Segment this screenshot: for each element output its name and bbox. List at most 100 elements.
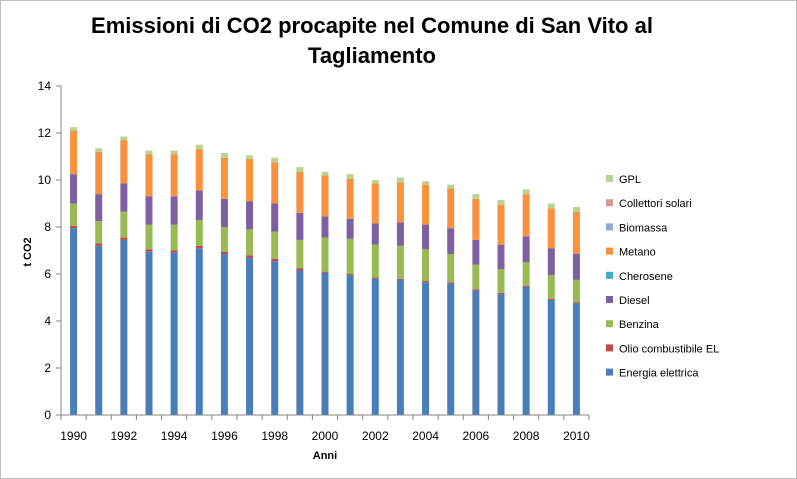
bar-segment: [220, 198, 228, 227]
bar-segment: [120, 239, 128, 415]
bar-segment: [170, 150, 178, 155]
x-tick-label: 1996: [211, 429, 238, 443]
bar-segment: [296, 212, 304, 240]
bar-segment: [271, 231, 279, 259]
bar-segment: [396, 182, 404, 223]
bar-segment: [472, 264, 480, 290]
x-tick-label: 2010: [563, 429, 590, 443]
bar-segment: [170, 196, 178, 225]
bar-segment: [321, 271, 329, 273]
bar-segment: [346, 274, 354, 276]
bar-segment: [296, 268, 304, 271]
legend-label: Benzina: [619, 319, 660, 331]
bar-segment: [371, 180, 379, 184]
legend-label: Collettori solari: [619, 198, 692, 210]
bar-segment: [346, 174, 354, 179]
x-tick-label: 1994: [161, 429, 188, 443]
bar-segment: [497, 293, 505, 415]
bar-segment: [547, 203, 555, 209]
bar-segment: [447, 282, 455, 284]
x-tick-label: 2000: [312, 429, 339, 443]
y-tick-label: 0: [44, 408, 51, 422]
bar-segment: [145, 224, 153, 250]
y-tick-label: 12: [38, 126, 52, 140]
bar-segment: [95, 243, 103, 246]
bar-segment: [95, 221, 103, 244]
bar-segment: [246, 255, 254, 258]
bar-segment: [70, 228, 78, 415]
bar-segment: [522, 194, 530, 237]
bar-segment: [321, 216, 329, 238]
bar-segment: [195, 144, 203, 150]
x-tick-label: 1998: [261, 429, 288, 443]
bar-segment: [422, 249, 430, 282]
bar-segment: [346, 275, 354, 415]
bar-segment: [497, 204, 505, 245]
bar-segment: [246, 201, 254, 230]
bar-segment: [547, 299, 555, 415]
x-tick-label: 1990: [60, 429, 87, 443]
y-axis-label: t CO2: [22, 237, 34, 266]
bar-segment: [371, 183, 379, 224]
bar-segment: [246, 155, 254, 159]
bar-segment: [296, 171, 304, 213]
bar-segment: [296, 270, 304, 415]
bar-segment: [195, 219, 203, 246]
legend-swatch: [606, 320, 613, 328]
bar-segment: [447, 228, 455, 255]
bar-segment: [346, 218, 354, 239]
bar-segment: [447, 254, 455, 283]
legend-swatch: [606, 271, 613, 279]
bar-segment: [296, 239, 304, 269]
bar-segment: [120, 237, 128, 240]
y-tick-label: 4: [44, 314, 51, 328]
legend-label: Energia elettrica: [619, 368, 699, 380]
bar-segment: [497, 292, 505, 294]
bar-segment: [70, 127, 78, 131]
bar-segment: [170, 154, 178, 197]
x-axis-label: Anni: [313, 450, 337, 462]
bar-segment: [497, 244, 505, 270]
bar-segment: [447, 184, 455, 189]
bar-segment: [195, 245, 203, 249]
bar-segment: [547, 298, 555, 300]
bar-segment: [472, 289, 480, 291]
legend-swatch: [606, 296, 613, 303]
x-tick-label: 2008: [513, 429, 540, 443]
bar-segment: [547, 275, 555, 299]
chart-title-line-1: Emissioni di CO2 procapite nel Comune di…: [91, 13, 653, 38]
bar-segment: [246, 257, 254, 415]
bar-segment: [472, 198, 480, 240]
bar-segment: [220, 152, 228, 158]
bar-segment: [95, 194, 103, 222]
bar-segment: [321, 237, 329, 272]
bar-segment: [522, 262, 530, 286]
bar-segment: [70, 174, 78, 204]
legend-swatch: [606, 199, 613, 207]
legend-label: Olio combustibile EL: [619, 343, 719, 355]
bar-segment: [396, 278, 404, 280]
legend-label: Cherosene: [619, 271, 673, 283]
x-tick-label: 1992: [111, 429, 138, 443]
x-tick-label: 2002: [362, 429, 389, 443]
bar-segment: [497, 199, 505, 205]
bar-segment: [195, 149, 203, 191]
y-tick-label: 14: [38, 79, 52, 93]
bar-segment: [145, 154, 153, 197]
bar-segment: [70, 225, 78, 229]
legend-label: Biomassa: [619, 222, 668, 234]
bar-segment: [220, 254, 228, 415]
bar-segment: [145, 249, 153, 252]
bar-segment: [95, 148, 103, 152]
bar-segment: [271, 261, 279, 415]
bar-segment: [346, 178, 354, 219]
y-tick-label: 10: [38, 173, 52, 187]
bar-segment: [522, 286, 530, 415]
bar-segment: [220, 157, 228, 199]
bar-segment: [396, 279, 404, 415]
bar-segment: [497, 269, 505, 293]
bar-segment: [120, 211, 128, 238]
bar-segment: [422, 181, 430, 185]
legend-label: Metano: [619, 247, 656, 259]
bar-segment: [195, 190, 203, 220]
